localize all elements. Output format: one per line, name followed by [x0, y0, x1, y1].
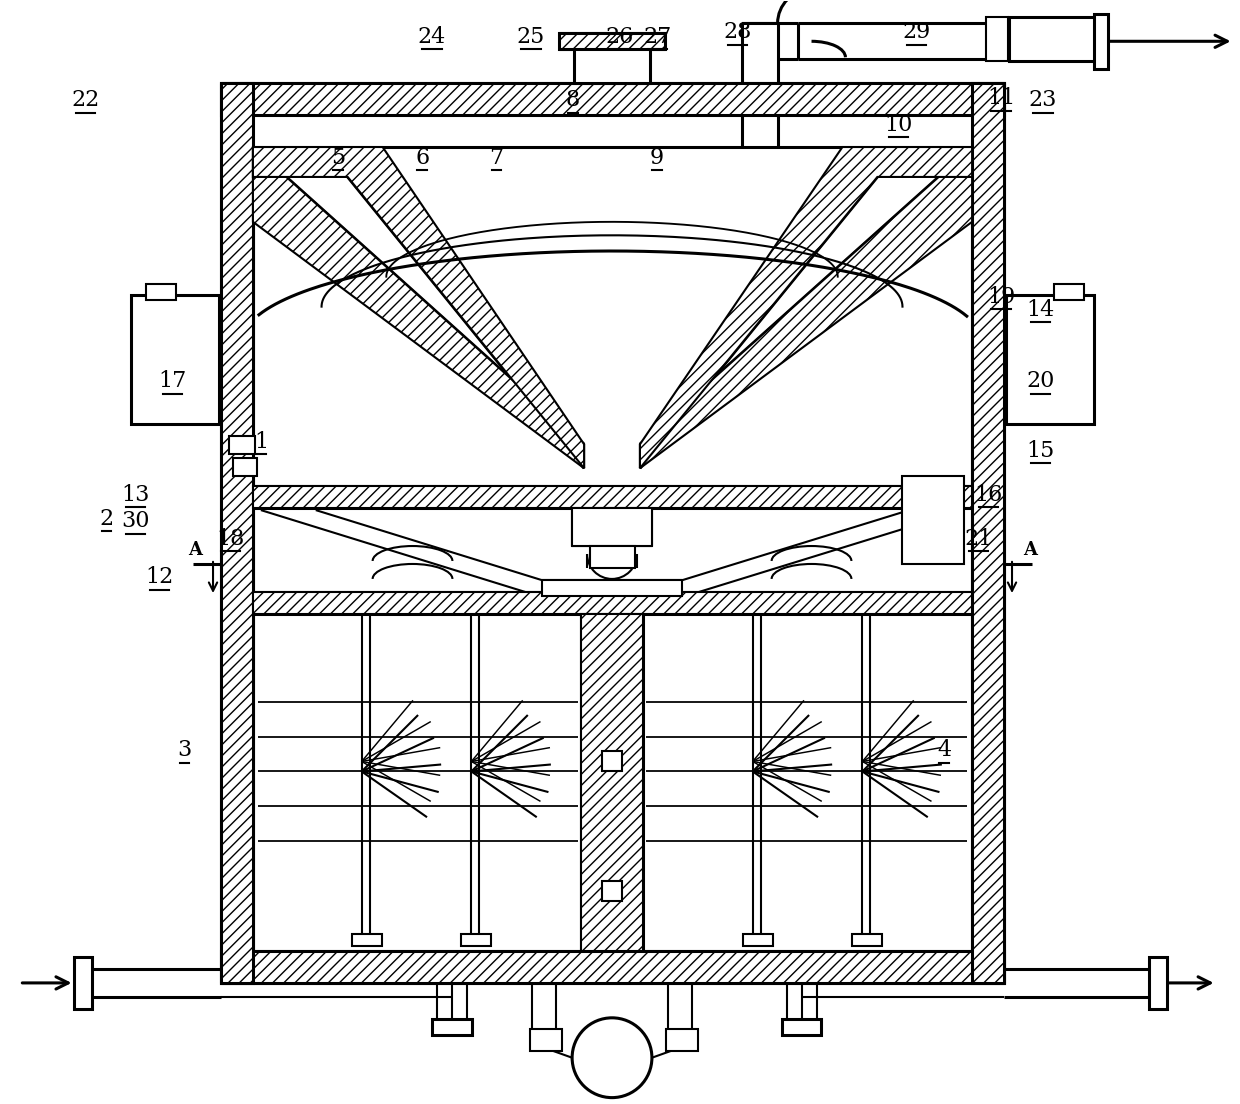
Bar [666, 1029, 698, 1051]
Bar [1006, 295, 1094, 424]
Text: 10: 10 [884, 114, 913, 136]
Bar [644, 614, 972, 951]
Bar [542, 580, 682, 596]
Bar [531, 1029, 562, 1051]
Bar [743, 934, 773, 946]
Bar [233, 458, 257, 476]
Text: 21: 21 [965, 528, 993, 550]
Bar [590, 546, 635, 567]
Text: 8: 8 [565, 89, 580, 112]
Bar [582, 614, 644, 951]
Bar [972, 83, 1004, 983]
Text: 28: 28 [723, 21, 751, 43]
Polygon shape [253, 147, 584, 468]
Text: 27: 27 [644, 25, 671, 47]
Bar [229, 436, 255, 454]
Text: A: A [188, 541, 202, 559]
Bar [603, 881, 622, 901]
Text: 30: 30 [120, 510, 149, 532]
Bar [1054, 284, 1084, 299]
Bar [781, 1019, 821, 1034]
Text: A: A [1023, 541, 1037, 559]
Circle shape [572, 1018, 652, 1097]
Bar [221, 83, 253, 983]
Text: 24: 24 [418, 25, 446, 47]
Text: 14: 14 [1027, 299, 1055, 321]
Bar [1094, 14, 1107, 70]
Bar [986, 18, 1008, 61]
Polygon shape [640, 147, 972, 468]
Text: 2: 2 [99, 508, 114, 530]
Text: 19: 19 [987, 286, 1016, 308]
Text: 12: 12 [146, 566, 174, 588]
Bar [131, 295, 219, 424]
Text: 17: 17 [159, 370, 186, 392]
Text: 20: 20 [1027, 370, 1055, 392]
Bar [221, 951, 1004, 983]
Bar [603, 752, 622, 772]
Text: 16: 16 [975, 484, 1003, 506]
Text: 18: 18 [216, 528, 244, 550]
Text: 13: 13 [122, 484, 149, 506]
Bar [433, 1019, 472, 1034]
Bar [146, 284, 176, 299]
Bar [1009, 18, 1099, 61]
Bar [559, 33, 665, 50]
Text: 23: 23 [1029, 89, 1058, 112]
Text: 7: 7 [490, 147, 503, 169]
Text: 26: 26 [606, 25, 634, 47]
Text: 11: 11 [987, 87, 1016, 109]
Text: 3: 3 [177, 740, 192, 762]
Text: 22: 22 [72, 89, 99, 112]
Text: 29: 29 [903, 21, 931, 43]
Text: 1: 1 [254, 431, 268, 453]
Bar [903, 476, 965, 564]
Bar [461, 934, 491, 946]
Text: 4: 4 [937, 740, 951, 762]
Polygon shape [640, 147, 972, 468]
Bar [74, 957, 92, 1009]
Bar [253, 592, 972, 614]
Bar [1148, 957, 1167, 1009]
Bar [352, 934, 382, 946]
Bar [572, 508, 652, 546]
Bar [253, 614, 582, 951]
Bar [253, 486, 972, 508]
Polygon shape [253, 147, 584, 468]
Text: 15: 15 [1027, 439, 1055, 461]
Text: 9: 9 [650, 147, 665, 169]
Bar [852, 934, 883, 946]
Text: 25: 25 [517, 25, 546, 47]
Text: 5: 5 [331, 147, 345, 169]
Text: 6: 6 [415, 147, 429, 169]
Bar [574, 40, 650, 83]
Bar [221, 83, 1004, 115]
